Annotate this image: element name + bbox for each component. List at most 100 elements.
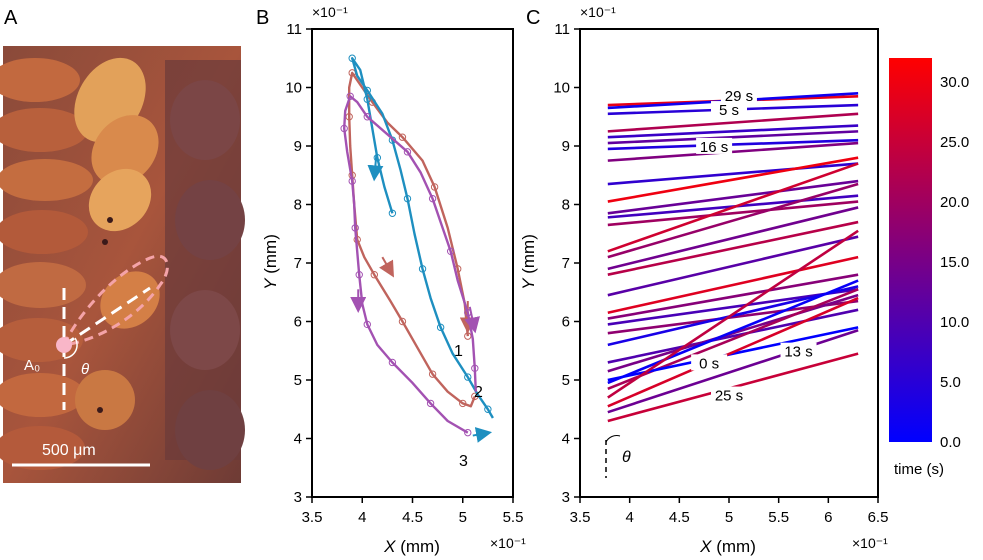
c-annotation-bg bbox=[691, 354, 728, 371]
c-trajectory-line bbox=[607, 255, 859, 314]
b-series-3-point bbox=[388, 358, 397, 367]
c-trajectory-line bbox=[607, 179, 859, 215]
c-theta-arc bbox=[605, 435, 621, 443]
b-x-tick-label: 3.5 bbox=[302, 509, 323, 526]
b-y-tick-label: 3 bbox=[294, 489, 302, 506]
c-ylabel-var: Y bbox=[519, 277, 538, 290]
panel-label-a: A bbox=[4, 7, 18, 29]
c-x-tick-label: 6.5 bbox=[868, 509, 889, 526]
b-series-3-point bbox=[346, 92, 354, 100]
c-y-tick-label: 8 bbox=[562, 197, 570, 214]
c-trajectory-line bbox=[607, 162, 859, 186]
c-trajectory-line bbox=[607, 296, 859, 408]
c-trajectory-line bbox=[607, 235, 859, 297]
b-series-2-point bbox=[388, 209, 397, 217]
b-y-tick-label: 5 bbox=[294, 372, 302, 389]
b-x-tick-label: 5 bbox=[459, 509, 467, 526]
c-x-tick-label: 4 bbox=[625, 509, 633, 526]
b-x-axis: 3.5 4 4.5 5 5.5 bbox=[302, 497, 524, 526]
c-x-tick-label: 5 bbox=[725, 509, 733, 526]
b-y-tick-label: 8 bbox=[294, 197, 302, 214]
b-y-tick-label: 9 bbox=[294, 138, 302, 155]
c-y-tick-label: 11 bbox=[554, 21, 570, 38]
b-series-3-point bbox=[403, 148, 412, 156]
c-trajectory-line bbox=[607, 156, 859, 203]
colorbar-label: time (s) bbox=[894, 461, 944, 478]
b-x-axis-title: X (mm) bbox=[383, 537, 440, 556]
b-series-3-line bbox=[343, 95, 477, 434]
c-annotation: 0 s bbox=[699, 355, 719, 372]
b-series-3-point bbox=[446, 247, 455, 256]
b-series-2-point bbox=[363, 86, 371, 95]
c-lines-group bbox=[607, 92, 859, 423]
c-y-tick-label: 5 bbox=[562, 372, 570, 389]
colorbar-tick-label: 15.0 bbox=[940, 254, 969, 271]
b-plot-frame bbox=[311, 28, 514, 498]
c-trajectory-line bbox=[607, 308, 859, 364]
b-y-tick-label: 6 bbox=[294, 314, 302, 331]
c-annotation: 13 s bbox=[784, 344, 812, 361]
b-series-2-arrow bbox=[472, 427, 493, 443]
b-x-tick-label: 5.5 bbox=[503, 509, 524, 526]
b-series-2-point bbox=[373, 154, 382, 162]
c-annotation-bg bbox=[711, 101, 747, 118]
c-trajectory-line bbox=[607, 141, 859, 162]
b-series-1-point bbox=[398, 317, 407, 326]
b-y-tick-label: 7 bbox=[294, 255, 302, 272]
b-series-1-arrow bbox=[379, 256, 394, 278]
b-series-3-point bbox=[348, 177, 356, 185]
b-y-tick-label: 4 bbox=[294, 431, 302, 448]
anchor-dot bbox=[56, 337, 72, 353]
b-ylabel-unit: (mm) bbox=[261, 234, 280, 278]
c-annotation: 29 s bbox=[725, 88, 753, 105]
angle-arc bbox=[63, 337, 78, 359]
c-y-tick-label: 3 bbox=[562, 489, 570, 506]
c-annotation-bg bbox=[711, 386, 747, 403]
b-x-tick-label: 4.5 bbox=[402, 509, 423, 526]
angle-guide-line bbox=[63, 286, 151, 347]
c-annotation-bg bbox=[780, 342, 817, 359]
b-series-3-point bbox=[355, 271, 363, 279]
b-y-axis-title: Y (mm) bbox=[261, 234, 280, 290]
b-series-2-point bbox=[484, 405, 492, 413]
c-annotation-bg bbox=[720, 87, 757, 104]
c-trajectory-line bbox=[607, 124, 859, 139]
panel-label-b: B bbox=[256, 7, 269, 29]
c-x-tick-label: 4.5 bbox=[669, 509, 690, 526]
c-x-tick-label: 6 bbox=[824, 509, 832, 526]
b-series-1-point bbox=[459, 399, 467, 408]
c-trajectory-line bbox=[607, 138, 859, 151]
c-trajectory-line bbox=[607, 130, 859, 145]
c-y-tick-label: 6 bbox=[562, 314, 570, 331]
c-annotation-bg bbox=[696, 137, 733, 154]
b-series-1-point bbox=[398, 133, 407, 141]
b-y-tick-label: 10 bbox=[285, 80, 302, 97]
b-series-1-point bbox=[370, 271, 379, 279]
c-ylabel-unit: (mm) bbox=[519, 234, 538, 278]
b-x-tick-label: 4 bbox=[358, 509, 366, 526]
b-series-3-point bbox=[471, 364, 479, 372]
b-series-2-point bbox=[418, 265, 427, 273]
b-series-3-point bbox=[426, 399, 435, 408]
b-x-multiplier: ×10⁻¹ bbox=[490, 535, 526, 551]
b-ylabel-var: Y bbox=[261, 277, 280, 290]
c-trajectory-line bbox=[607, 220, 859, 276]
c-trajectory-line bbox=[607, 200, 859, 227]
c-annotation: 16 s bbox=[700, 139, 728, 156]
b-series-3-point bbox=[351, 224, 359, 232]
c-trajectory-line bbox=[607, 273, 859, 320]
c-trajectory-line bbox=[607, 162, 859, 253]
b-series-3-point bbox=[428, 194, 437, 203]
b-series-2-point bbox=[403, 194, 412, 203]
c-trajectory-line bbox=[607, 206, 859, 271]
b-series-2-point bbox=[348, 54, 356, 62]
c-annotation: 5 s bbox=[719, 102, 739, 119]
angle-label-a: θ bbox=[81, 361, 89, 378]
c-plot-frame bbox=[579, 28, 879, 498]
c-annotation: 25 s bbox=[715, 388, 743, 405]
b-series-3-point bbox=[363, 320, 371, 329]
colorbar-tick-label: 20.0 bbox=[940, 194, 969, 211]
b-series-3-point bbox=[363, 113, 371, 121]
c-trajectory-line bbox=[607, 182, 859, 259]
